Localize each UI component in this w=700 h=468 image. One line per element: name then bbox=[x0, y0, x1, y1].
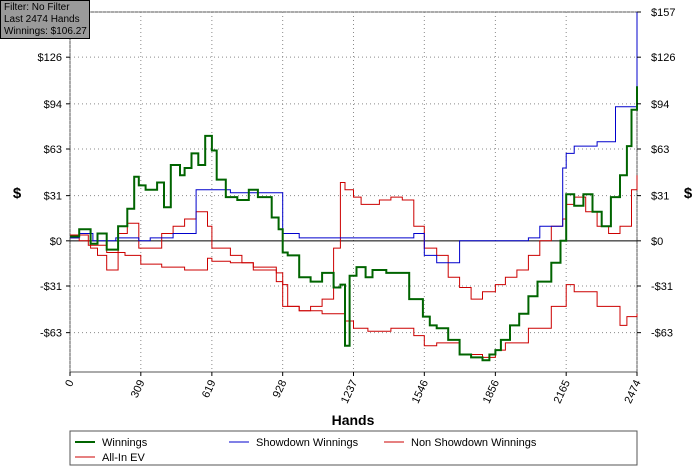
x-tick-label: 928 bbox=[271, 378, 290, 400]
x-tick-label: 309 bbox=[129, 378, 148, 400]
y-axis-left-title: $ bbox=[13, 185, 22, 202]
filter-info-box: Filter: No Filter Last 2474 Hands Winnin… bbox=[0, 0, 90, 39]
x-tick-label: 2165 bbox=[552, 378, 573, 405]
x-axis-title: Hands bbox=[332, 412, 375, 428]
legend: Winnings Showdown Winnings Non Showdown … bbox=[69, 430, 638, 466]
legend-label-showdown-winnings: Showdown Winnings bbox=[256, 437, 359, 449]
y-tick-label-left: $126 bbox=[38, 52, 62, 64]
y-axis-left-ticks: $126 $94 $63 $31 $0 -$31 -$63 bbox=[38, 52, 70, 340]
y-tick-label-right: $126 bbox=[651, 52, 675, 64]
y-tick-label-left: -$63 bbox=[40, 328, 62, 340]
y-tick-label-right: $157 bbox=[651, 7, 675, 19]
legend-box bbox=[69, 430, 638, 466]
legend-label-non-showdown-winnings: Non Showdown Winnings bbox=[411, 437, 537, 449]
legend-label-winnings: Winnings bbox=[102, 437, 148, 449]
y-tick-label-right: -$63 bbox=[651, 328, 673, 340]
x-tick-label: 1856 bbox=[481, 378, 502, 405]
x-tick-label: 619 bbox=[200, 378, 219, 400]
winnings-info-line: Winnings: $106.27 bbox=[4, 26, 87, 37]
hands-info-line: Last 2474 Hands bbox=[4, 14, 80, 25]
legend-label-all-in-ev: All-In EV bbox=[102, 452, 145, 464]
x-axis-ticks: 0 309 619 928 1237 1546 1856 2165 2474 bbox=[63, 372, 644, 405]
x-tick-label: 0 bbox=[63, 378, 76, 389]
series-line-winnings bbox=[70, 86, 638, 362]
series-lines bbox=[70, 12, 638, 362]
y-tick-label-right: -$31 bbox=[651, 281, 673, 293]
y-axis-right-ticks: $157 $126 $94 $63 $31 $0 -$31 -$63 bbox=[637, 7, 675, 340]
x-tick-label: 1546 bbox=[410, 378, 431, 405]
y-tick-label-left: $63 bbox=[44, 144, 62, 156]
y-tick-label-right: $0 bbox=[651, 236, 663, 248]
series-line-showdown-winnings bbox=[70, 12, 638, 264]
x-tick-label: 2474 bbox=[622, 378, 643, 405]
y-tick-label-left: $94 bbox=[44, 99, 62, 111]
series-line-all-in-ev bbox=[70, 234, 638, 358]
y-tick-label-left: $31 bbox=[44, 191, 62, 203]
y-axis-right-title: $ bbox=[684, 185, 693, 202]
filter-info-line: Filter: No Filter bbox=[4, 2, 70, 13]
x-tick-label: 1237 bbox=[339, 378, 360, 405]
y-tick-label-left: $0 bbox=[50, 236, 62, 248]
y-tick-label-right: $63 bbox=[651, 144, 669, 156]
y-tick-label-left: -$31 bbox=[40, 281, 62, 293]
y-tick-label-right: $31 bbox=[651, 191, 669, 203]
y-tick-label-right: $94 bbox=[651, 99, 669, 111]
